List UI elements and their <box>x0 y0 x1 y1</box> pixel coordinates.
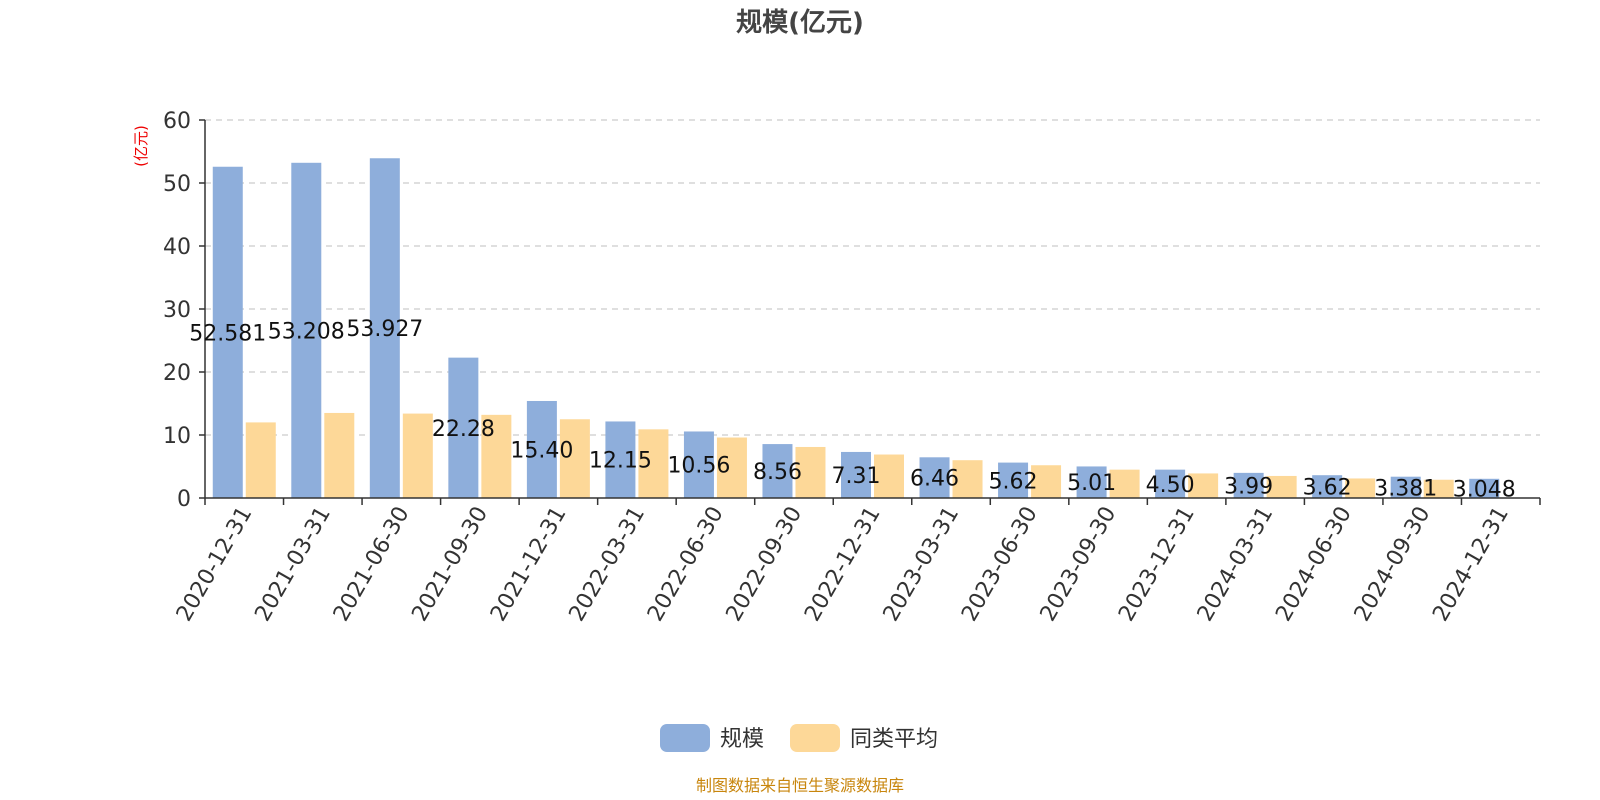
bar-peer-average <box>1188 473 1219 498</box>
data-label: 3.381 <box>1374 476 1437 501</box>
bar-peer-average <box>952 460 983 498</box>
bar-scale <box>1155 469 1186 498</box>
data-label: 3.99 <box>1224 474 1273 499</box>
data-label: 10.56 <box>667 454 730 479</box>
x-tick-label: 2023-12-31 <box>1114 503 1200 626</box>
bar-scale <box>1469 478 1500 498</box>
x-tick-label: 2021-06-30 <box>329 502 415 625</box>
y-tick-label: 50 <box>163 172 191 197</box>
bar-scale <box>526 400 557 498</box>
data-label: 22.28 <box>432 417 495 442</box>
bar-peer-average <box>481 414 512 498</box>
x-tick-label: 2023-09-30 <box>1036 503 1122 626</box>
bar-peer-average <box>402 413 433 498</box>
y-tick-label: 30 <box>163 298 191 323</box>
bar-peer-average <box>716 437 747 498</box>
x-tick-label: 2021-12-31 <box>486 503 572 626</box>
data-label: 6.46 <box>910 467 959 492</box>
data-label: 4.50 <box>1146 473 1195 498</box>
bar-scale <box>1076 466 1107 498</box>
data-label: 5.62 <box>989 469 1038 494</box>
y-axis-unit-label: (亿元) <box>132 125 150 167</box>
bar-scale <box>369 158 400 499</box>
data-label: 53.208 <box>268 319 345 344</box>
bar-peer-average <box>324 412 355 498</box>
x-tick-label: 2023-06-30 <box>957 503 1043 626</box>
bar-scale <box>212 166 243 499</box>
bar-peer-average <box>1266 475 1297 498</box>
x-tick-label: 2022-09-30 <box>722 503 808 626</box>
bar-peer-average <box>1031 465 1062 498</box>
data-label: 12.15 <box>589 449 652 474</box>
x-tick-label: 2022-12-31 <box>800 503 886 626</box>
bar-scale <box>1233 472 1264 498</box>
y-tick-label: 40 <box>163 235 191 260</box>
grid-lines <box>205 119 1540 436</box>
bar-peer-average <box>638 429 669 498</box>
bar-scale <box>841 451 871 498</box>
bar-peer-average <box>559 419 590 498</box>
bar-scale <box>919 457 950 498</box>
legend-label: 同类平均 <box>850 727 938 752</box>
data-label: 7.31 <box>832 464 881 489</box>
bar-scale <box>291 162 322 498</box>
data-label: 3.048 <box>1453 477 1516 502</box>
x-tick-label: 2024-12-31 <box>1428 503 1514 626</box>
bar-scale <box>998 462 1029 498</box>
legend-swatch <box>790 724 840 752</box>
bar-peer-average <box>245 422 276 498</box>
data-label: 8.56 <box>753 460 802 485</box>
bar-scale <box>1390 476 1421 498</box>
data-label: 3.62 <box>1303 476 1352 501</box>
y-tick-label: 10 <box>163 424 191 449</box>
y-tick-label: 60 <box>163 109 191 134</box>
x-tick-label: 2021-03-31 <box>250 503 336 626</box>
y-tick-label: 20 <box>163 361 191 386</box>
x-tick-label: 2022-06-30 <box>643 503 729 626</box>
x-tick-label: 2020-12-31 <box>172 503 258 626</box>
x-tick-label: 2024-09-30 <box>1350 503 1436 626</box>
bar-peer-average <box>1423 479 1454 498</box>
data-label: 5.01 <box>1067 471 1116 496</box>
x-tick-label: 2022-03-31 <box>565 503 651 626</box>
data-labels: 52.581 53.208 53.927 22.28 15.40 12.15 10.56 8.… <box>189 317 1515 502</box>
bar-peer-average <box>874 454 904 498</box>
legend[interactable]: 规模 同类平均 <box>660 724 938 752</box>
bar-scale <box>762 444 793 498</box>
legend-swatch <box>660 724 710 752</box>
x-tick-label: 2024-03-31 <box>1193 503 1279 626</box>
data-label: 15.40 <box>510 438 573 463</box>
bar-scale <box>605 421 636 498</box>
legend-item-peer-average[interactable]: 同类平均 <box>790 724 938 752</box>
x-tick-label: 2021-09-30 <box>407 502 493 625</box>
bar-scale <box>683 431 714 498</box>
bar-scale <box>448 357 479 498</box>
bar-peer-average <box>1109 469 1140 498</box>
legend-label: 规模 <box>720 727 764 752</box>
data-label: 52.581 <box>189 321 266 346</box>
x-tick-label: 2024-06-30 <box>1271 503 1357 626</box>
bars <box>212 158 1500 499</box>
axes: 0 10 20 30 40 50 60 2020-12-312021-03-312021-06… <box>163 109 1541 626</box>
chart-title: 规模(亿元) <box>736 8 864 38</box>
bar-peer-average <box>795 446 826 498</box>
y-tick-label: 0 <box>177 487 191 512</box>
x-tick-label: 2023-03-31 <box>879 503 965 626</box>
bar-scale <box>1312 475 1343 498</box>
source-note: 制图数据来自恒生聚源数据库 <box>696 776 904 795</box>
bar-peer-average <box>1345 478 1376 498</box>
legend-item-scale[interactable]: 规模 <box>660 724 764 752</box>
data-label: 53.927 <box>346 317 423 342</box>
